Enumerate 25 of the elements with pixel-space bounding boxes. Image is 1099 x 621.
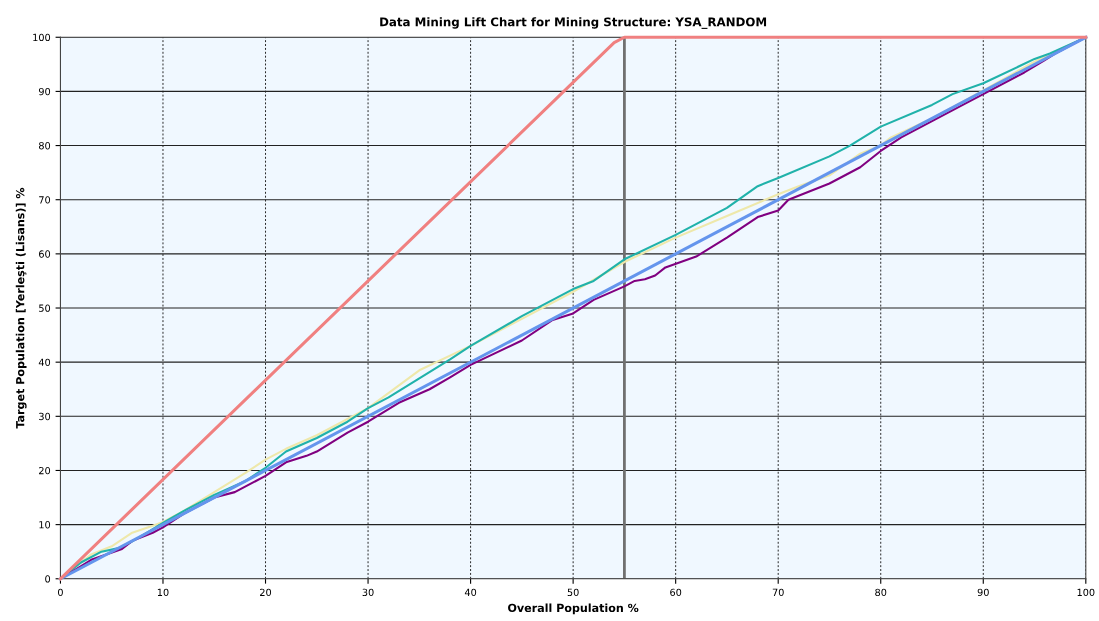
x-tick-label: 30 xyxy=(362,588,374,597)
x-tick-label: 50 xyxy=(567,588,579,597)
x-tick-label: 20 xyxy=(260,588,272,597)
x-axis-title: Overall Population % xyxy=(508,603,639,615)
y-tick-label: 50 xyxy=(39,304,51,312)
y-tick-label: 20 xyxy=(39,466,51,475)
y-axis-title: Target Population [Yerleşti (Lisans)] % xyxy=(15,187,27,429)
x-tick-label: 80 xyxy=(875,588,887,597)
y-tick-label: 90 xyxy=(38,87,51,96)
x-tick-label: 10 xyxy=(157,588,169,597)
x-tick-label: 70 xyxy=(772,588,784,597)
y-tick-label: 0 xyxy=(45,575,51,583)
y-tick-label: 100 xyxy=(33,33,51,42)
y-tick-label: 80 xyxy=(39,142,51,150)
chart-title: Data Mining Lift Chart for Mining Structure: YSA_RANDOM xyxy=(380,17,767,29)
x-tick-label: 40 xyxy=(464,588,477,597)
y-tick-label: 30 xyxy=(39,412,51,421)
y-tick-label: 60 xyxy=(39,250,51,258)
y-tick-label: 10 xyxy=(39,521,51,529)
x-tick-label: 100 xyxy=(1077,588,1095,597)
y-tick-label: 70 xyxy=(39,196,51,204)
x-tick-label: 0 xyxy=(57,588,63,597)
x-tick-label: 90 xyxy=(977,588,989,597)
y-tick-label: 40 xyxy=(38,358,51,366)
x-tick-label: 60 xyxy=(670,588,682,597)
